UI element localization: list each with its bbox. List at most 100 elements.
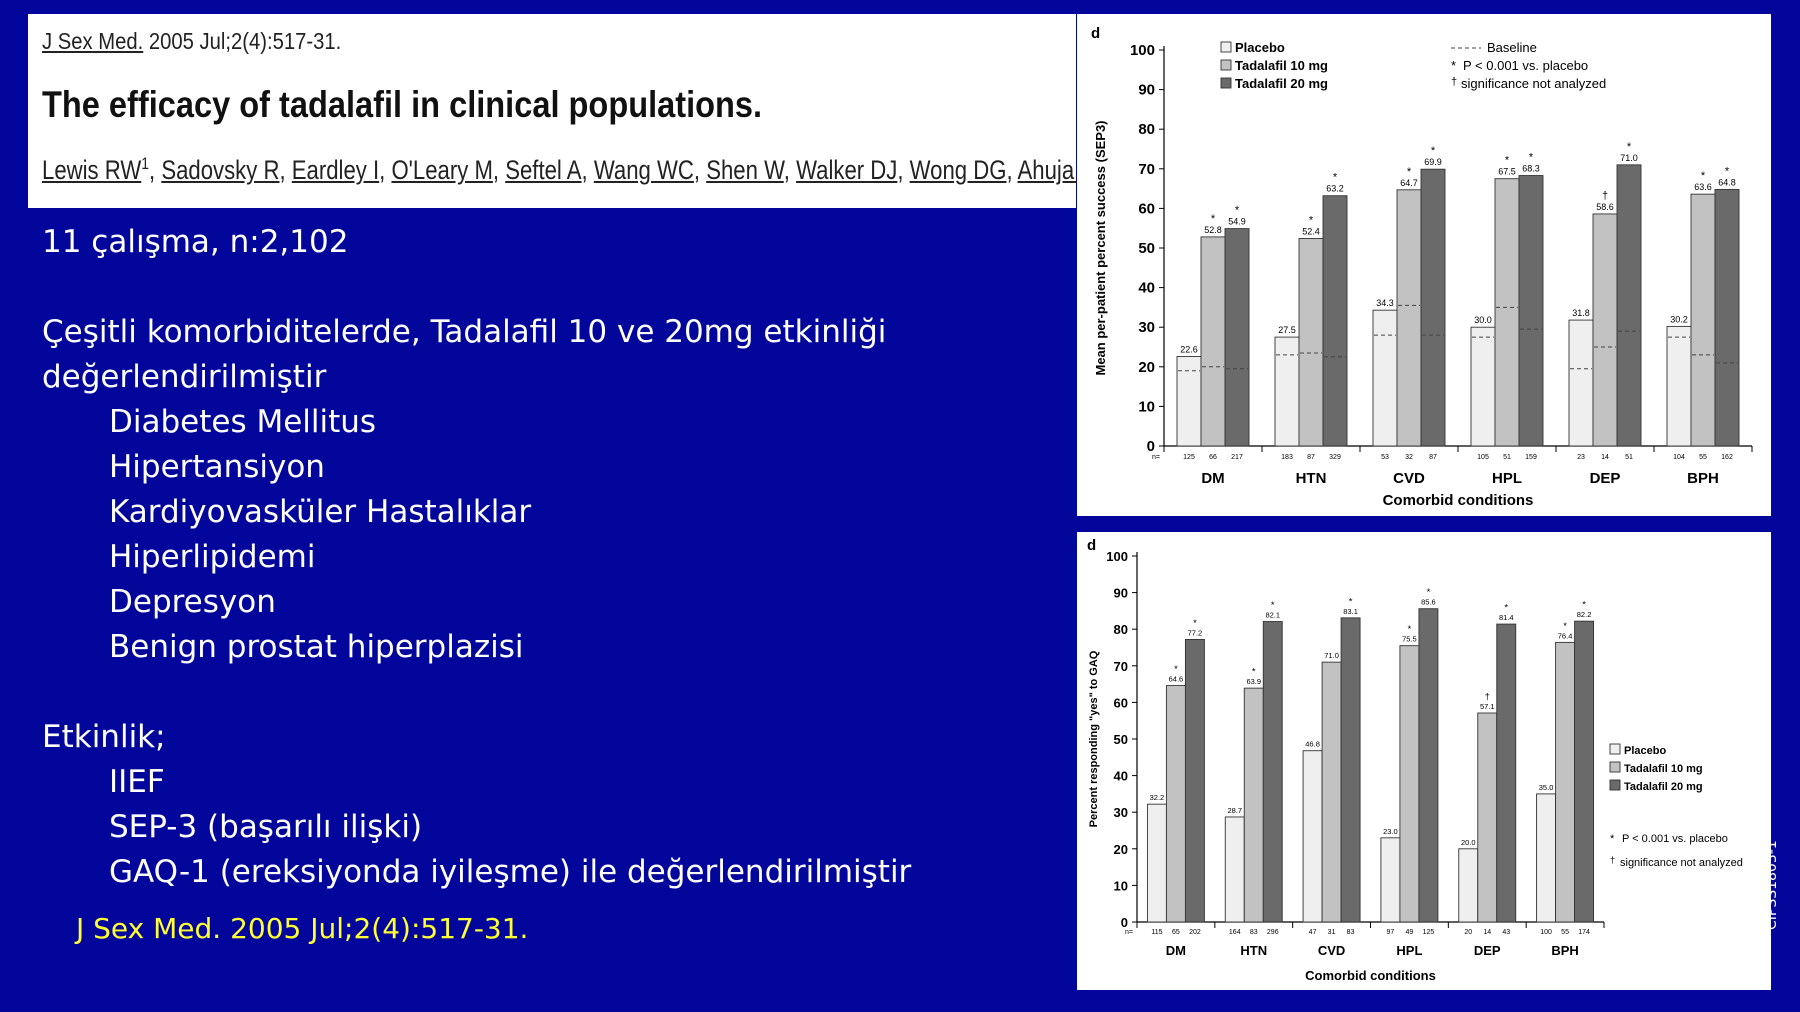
panel-label: d (1091, 25, 1100, 42)
y-tick-label: 10 (1114, 878, 1128, 893)
n-count-label: 23 (1577, 454, 1585, 461)
n-count-label: 125 (1183, 454, 1195, 461)
n-count-label: 32 (1405, 454, 1413, 461)
bar (1146, 803, 1167, 923)
category-label: DM (1201, 470, 1224, 487)
author-link[interactable]: O'Leary M (391, 155, 493, 185)
bar-value-label: 30.0 (1474, 315, 1492, 325)
n-count-label: 20 (1464, 929, 1472, 936)
bar-value-label: 75.5 (1402, 635, 1417, 644)
legend-baseline-label: Baseline (1487, 40, 1537, 55)
n-count-label: 87 (1429, 454, 1437, 461)
category-label: BPH (1551, 943, 1578, 958)
y-tick-label: 30 (1138, 319, 1155, 336)
bar (1372, 309, 1398, 447)
legend-swatch (1220, 59, 1232, 71)
bar-value-label: 85.6 (1421, 598, 1436, 607)
y-tick-label: 40 (1138, 280, 1155, 297)
author-link[interactable]: Wong DG (909, 155, 1007, 185)
bar-value-label: 58.6 (1596, 202, 1614, 212)
n-count-label: 104 (1673, 454, 1685, 461)
y-tick-label: 80 (1114, 622, 1128, 637)
legend-label: Placebo (1624, 745, 1666, 757)
n-count-label: 51 (1625, 454, 1633, 461)
significance-mark: * (1271, 600, 1275, 611)
gaq-chart: d0102030405060708090100n=DM32.211564.6*6… (1087, 537, 1743, 983)
y-tick-label: 90 (1138, 82, 1155, 99)
y-tick-label: 60 (1138, 200, 1155, 217)
legend-label: Tadalafil 10 mg (1235, 58, 1328, 73)
bar (1494, 178, 1520, 447)
n-prefix: n= (1125, 929, 1133, 936)
legend-label: Tadalafil 20 mg (1235, 76, 1328, 91)
legend-label: Tadalafil 10 mg (1624, 763, 1703, 775)
x-axis-title: Comorbid conditions (1305, 968, 1436, 983)
author-link[interactable]: Shen W (706, 155, 784, 185)
n-count-label: 296 (1267, 929, 1279, 936)
bar (1165, 685, 1186, 923)
bar (1555, 641, 1576, 923)
n-count-label: 217 (1231, 454, 1243, 461)
significance-mark: * (1174, 664, 1178, 675)
bar-value-label: 71.0 (1620, 153, 1638, 163)
category-label: CVD (1393, 470, 1425, 487)
y-tick-label: 60 (1114, 695, 1128, 710)
footer-reference: J Sex Med. 2005 Jul;2(4):517-31. (76, 912, 529, 945)
n-count-label: 65 (1172, 929, 1180, 936)
n-count-label: 83 (1347, 929, 1355, 936)
n-count-label: 164 (1229, 929, 1241, 936)
slide-body: 11 çalışma, n:2,102 Çeşitli komorbiditel… (42, 220, 911, 895)
author-link[interactable]: Wang WC (593, 155, 694, 185)
significance-mark: * (1349, 596, 1353, 607)
y-tick-label: 20 (1114, 842, 1128, 857)
bar (1184, 638, 1205, 923)
bar (1477, 712, 1498, 923)
author-list: Lewis RW1, Sadovsky R, Eardley I, O'Lear… (42, 154, 1102, 185)
n-count-label: 31 (1328, 929, 1336, 936)
measure-item: IIEF (109, 764, 165, 800)
author-link[interactable]: Seftel A (505, 155, 582, 185)
condition-item: Hipertansiyon (109, 449, 325, 485)
bar (1418, 608, 1439, 923)
significance-mark: * (1582, 600, 1586, 611)
significance-mark: * (1504, 603, 1508, 614)
significance-mark: * (1333, 172, 1338, 184)
n-count-label: 329 (1329, 454, 1341, 461)
bar (1616, 164, 1642, 447)
significance-mark: * (1211, 213, 1216, 225)
category-label: DEP (1474, 943, 1501, 958)
bar-value-label: 57.1 (1480, 702, 1495, 711)
y-tick-label: 80 (1138, 121, 1155, 138)
bar (1262, 621, 1283, 923)
n-count-label: 162 (1721, 454, 1733, 461)
sep3-chart-panel: d 0 10 20 30 40 50 60 70 80 90 100 n= DM 22.6 125 52.8 * 6… (1077, 14, 1771, 516)
bar-value-label: 22.6 (1180, 345, 1198, 355)
bar-value-label: 46.8 (1305, 740, 1320, 749)
bar-value-label: 71.0 (1324, 651, 1339, 660)
y-tick-label: 100 (1130, 42, 1155, 59)
journal-link[interactable]: J Sex Med. (42, 28, 144, 54)
bar-value-label: 63.2 (1326, 184, 1344, 194)
legend-swatch (1609, 779, 1621, 791)
author-link[interactable]: Walker DJ (796, 155, 898, 185)
legend-swatch (1609, 743, 1621, 755)
bar-value-label: 63.9 (1246, 677, 1261, 686)
n-count-label: 43 (1502, 929, 1510, 936)
bar (1399, 645, 1420, 923)
bar-value-label: 77.2 (1188, 628, 1203, 637)
significance-mark: * (1701, 170, 1706, 182)
bar-value-label: 31.8 (1572, 308, 1590, 318)
author-link[interactable]: Sadovsky R (161, 155, 280, 185)
significance-mark: * (1431, 145, 1436, 157)
bar-value-label: 82.1 (1265, 611, 1280, 620)
author-link[interactable]: Eardley I (291, 155, 380, 185)
category-label: BPH (1687, 470, 1719, 487)
author-link[interactable]: Lewis RW (42, 155, 142, 185)
bar-value-label: 52.8 (1204, 225, 1222, 235)
legend-pvalue-label: P < 0.001 vs. placebo (1622, 833, 1728, 845)
panel-label: d (1087, 537, 1096, 554)
category-label: HPL (1492, 470, 1522, 487)
category-label: HPL (1396, 943, 1422, 958)
bar (1518, 175, 1544, 447)
legend-asterisk: * (1610, 833, 1615, 845)
